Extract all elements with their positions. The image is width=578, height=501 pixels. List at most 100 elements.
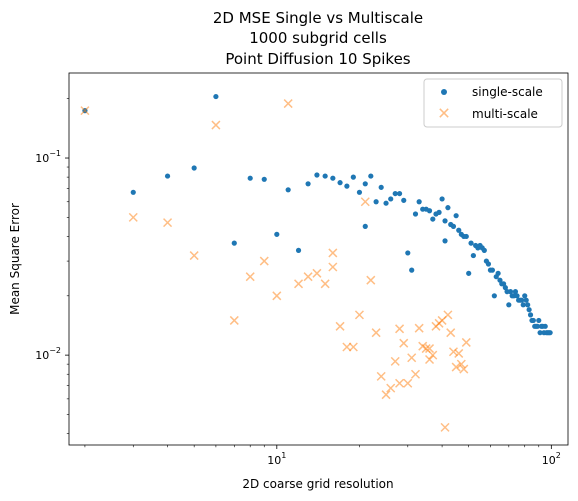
single-scale-point	[373, 199, 379, 205]
single-scale-point	[362, 223, 368, 229]
single-scale-point	[450, 223, 457, 229]
multi-scale-point	[354, 310, 364, 320]
single-scale-point	[527, 312, 534, 318]
multi-scale-point	[294, 279, 304, 289]
single-scale-point	[426, 208, 433, 214]
single-scale-point	[523, 297, 529, 303]
single-scale-point	[530, 317, 536, 324]
single-scale-point	[522, 293, 528, 299]
multi-scale-point	[342, 342, 352, 352]
multi-scale-point	[454, 348, 464, 358]
multi-scale-point	[128, 212, 138, 222]
multi-scale-point	[229, 315, 239, 325]
single-scale-point	[247, 175, 253, 181]
single-scale-point	[322, 173, 328, 179]
single-scale-point	[463, 233, 469, 240]
multi-scale-point	[451, 362, 461, 372]
multi-scale-point	[410, 369, 421, 379]
multi-scale-point	[381, 390, 391, 400]
single-scale-point	[285, 187, 291, 193]
single-scale-point	[401, 197, 407, 203]
single-scale-point	[525, 302, 531, 308]
single-scale-point	[489, 267, 496, 273]
multi-scale-point	[328, 262, 338, 272]
single-scale-point	[362, 181, 368, 187]
single-scale-point	[305, 181, 311, 187]
y-tick-label: 10−1	[35, 149, 61, 165]
single-scale-point	[520, 302, 526, 308]
multi-scale-point	[303, 272, 313, 282]
single-scale-point	[495, 270, 501, 276]
single-scale-point	[368, 173, 374, 179]
multi-scale-point	[390, 356, 400, 366]
legend: single-scale multi-scale	[423, 78, 563, 128]
single-scale-point	[547, 330, 553, 336]
legend-box	[423, 78, 563, 128]
single-scale-point	[191, 165, 197, 171]
multi-scale-point	[80, 106, 90, 116]
single-scale-point	[534, 323, 541, 329]
multi-scale-point	[446, 328, 456, 338]
single-scale-point	[519, 297, 525, 303]
multi-scale-point	[371, 328, 381, 338]
single-scale-point	[396, 190, 403, 197]
multi-scale-point	[360, 197, 370, 207]
single-scale-point	[453, 213, 459, 219]
y-axis-label: Mean Square Error	[8, 203, 22, 315]
single-scale-point	[213, 93, 219, 100]
single-scale-point	[470, 252, 476, 259]
single-scale-point	[439, 196, 445, 202]
single-scale-point	[388, 196, 394, 202]
single-scale-point	[392, 190, 398, 197]
multi-scale-point	[366, 275, 376, 285]
multi-scale-point	[399, 338, 409, 348]
x-axis-ticks: 101 102	[84, 445, 561, 467]
single-scale-point	[445, 205, 451, 211]
single-scale-point	[405, 250, 411, 256]
single-scale-point	[514, 293, 520, 299]
multi-scale-point	[328, 248, 338, 258]
single-scale-point	[295, 247, 302, 253]
single-scale-point	[491, 293, 497, 299]
single-scale-point	[330, 175, 336, 181]
legend-marker-multi-scale	[439, 108, 449, 118]
single-scale-point	[506, 302, 512, 308]
single-scale-point	[542, 323, 548, 329]
y-axis-ticks: 10−2 10−1	[35, 98, 69, 434]
multi-scale-point	[189, 251, 199, 261]
single-scale-point	[409, 267, 415, 273]
legend-label-single-scale: single-scale	[472, 85, 543, 99]
multi-scale-point	[312, 268, 322, 278]
multi-scale-point	[424, 344, 435, 354]
single-scale-point	[537, 330, 543, 336]
single-scale-point	[337, 180, 343, 186]
single-scale-point	[314, 172, 320, 178]
single-scale-point	[412, 211, 419, 217]
multi-scale-point	[283, 99, 293, 109]
multi-scale-point	[395, 378, 405, 388]
chart-subtitle-2: Point Diffusion 10 Spikes	[225, 50, 410, 68]
multi-scale-point	[424, 354, 435, 365]
single-scale-point	[436, 209, 442, 215]
single-scale-point	[130, 189, 136, 195]
single-scale-point	[164, 173, 171, 179]
multi-scale-point	[163, 218, 173, 228]
multi-scale-point	[272, 291, 282, 301]
multi-scale-point	[376, 371, 386, 381]
single-scale-point	[507, 289, 514, 295]
multi-scale-point	[335, 321, 345, 331]
multi-scale-point	[461, 337, 471, 347]
multi-scale-point	[459, 364, 469, 374]
multi-scale-point	[403, 378, 413, 388]
multi-scale-point	[448, 347, 458, 357]
x-axis-label: 2D coarse grid resolution	[242, 477, 393, 491]
x-tick-label: 102	[542, 451, 561, 467]
multi-scale-point	[245, 272, 255, 282]
single-scale-point	[512, 289, 519, 295]
single-scale-point	[344, 183, 350, 189]
single-scale-point	[274, 231, 280, 237]
chart-subtitle: 1000 subgrid cells	[249, 29, 387, 47]
multi-scale-point	[443, 310, 453, 320]
multi-scale-point	[211, 120, 221, 130]
single-scale-point	[416, 199, 422, 205]
